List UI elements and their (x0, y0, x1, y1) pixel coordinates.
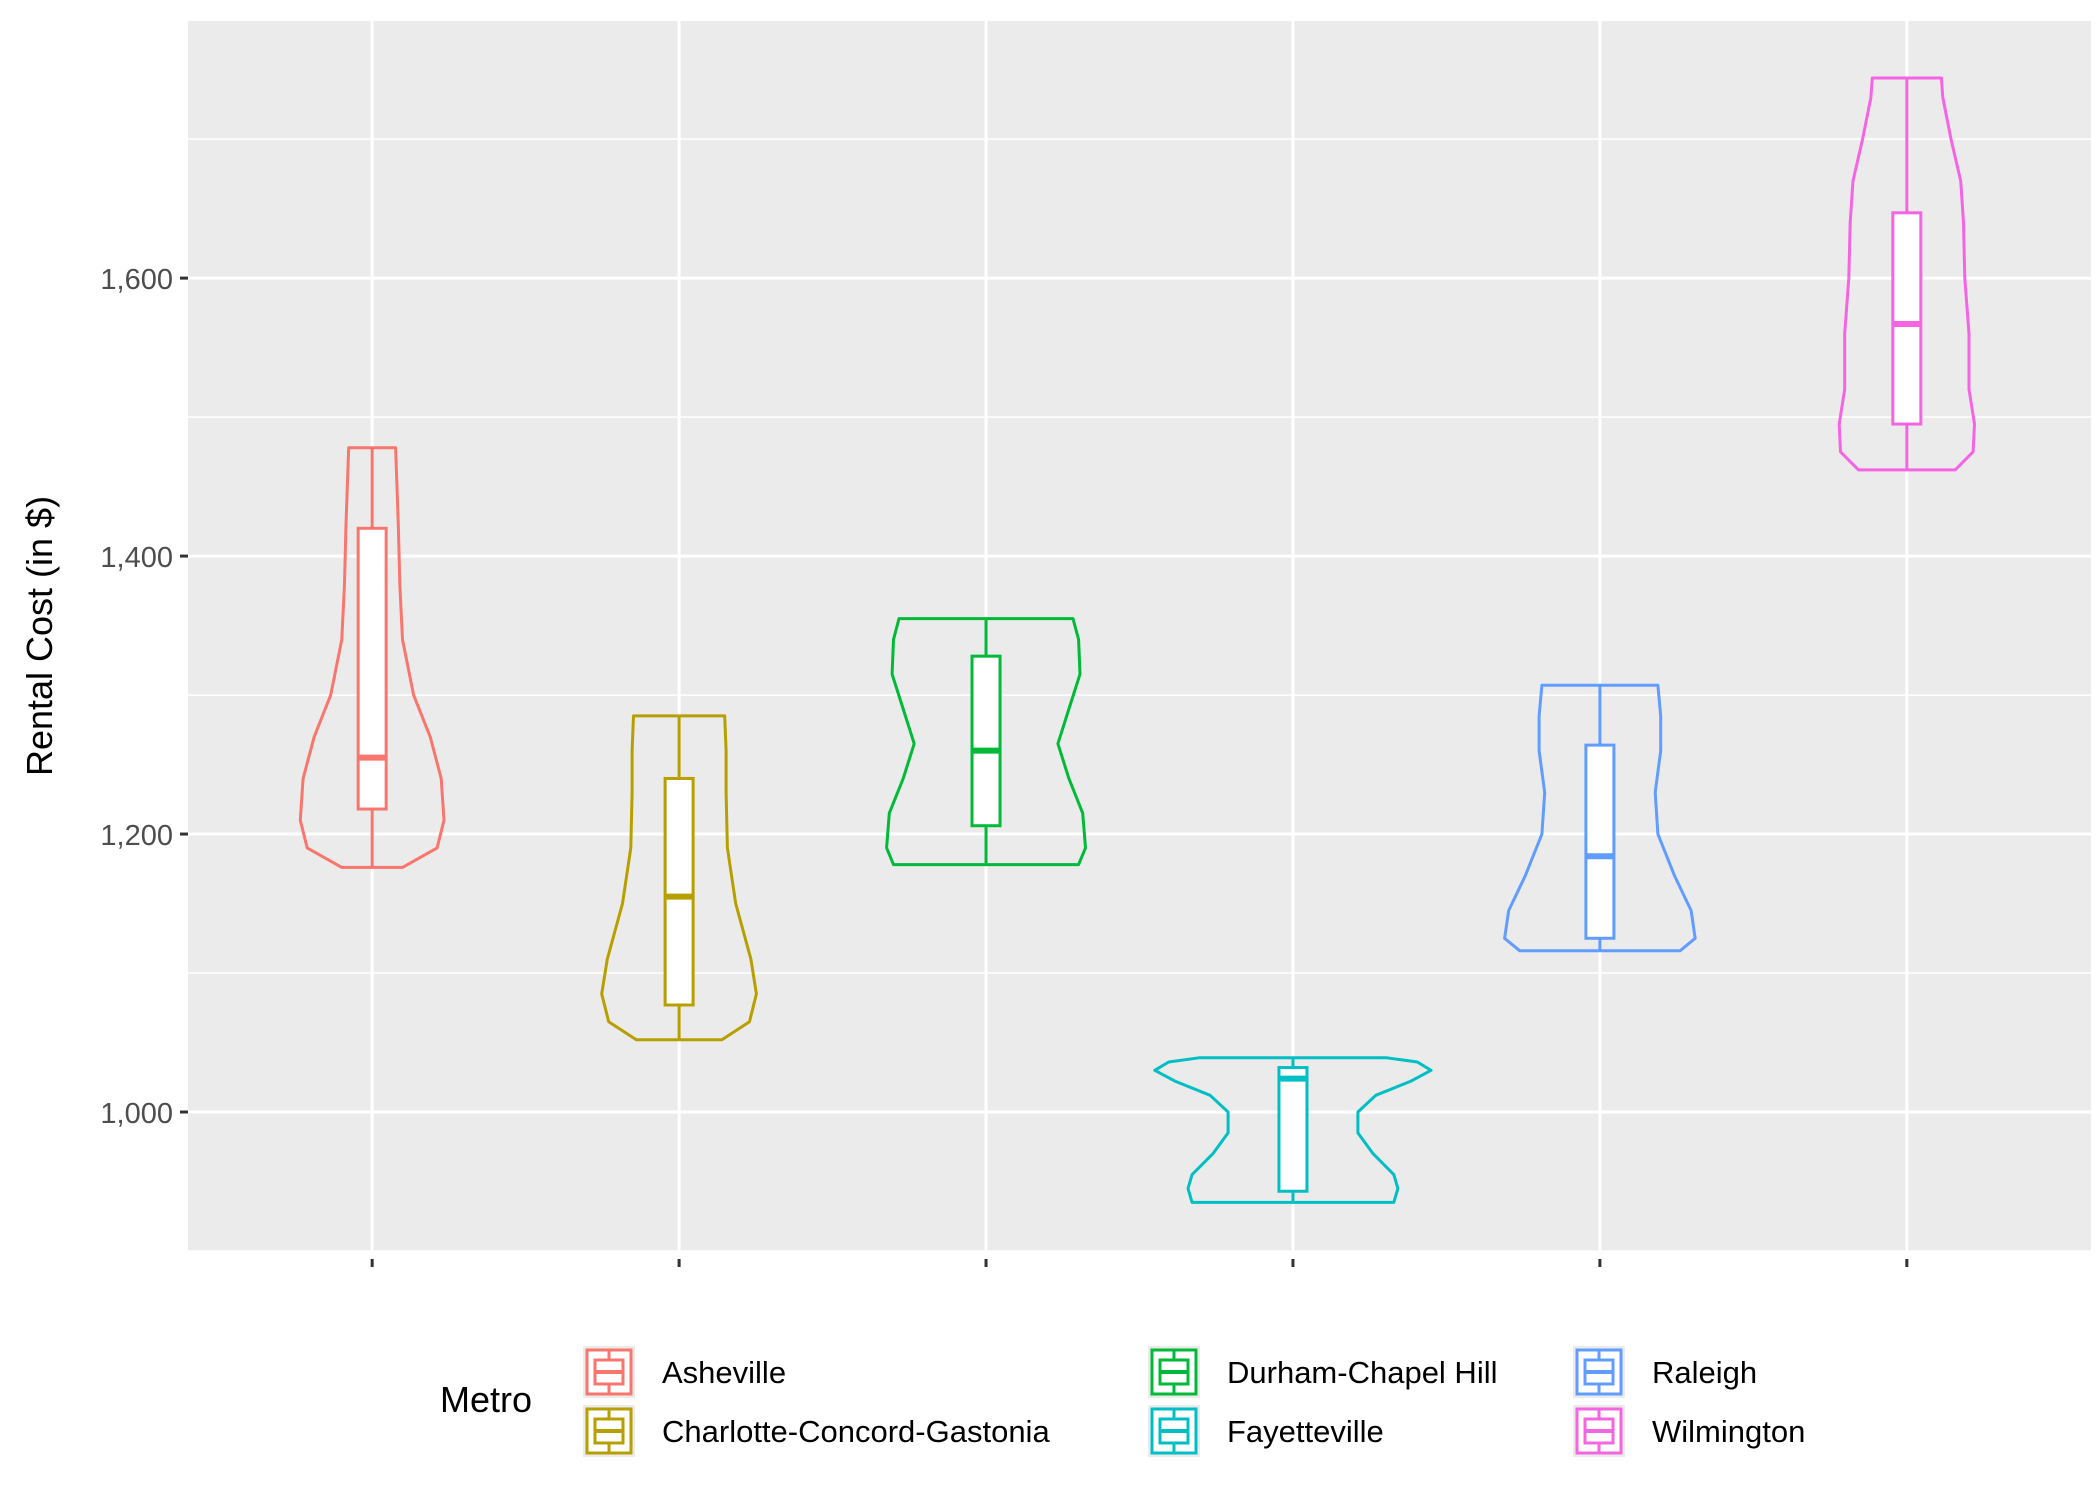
legend-title: Metro (440, 1379, 532, 1420)
legend-item: Wilmington (1573, 1405, 1805, 1457)
y-tick-label: 1,400 (100, 542, 173, 574)
box (1584, 743, 1616, 940)
legend-label: Durham-Chapel Hill (1227, 1355, 1497, 1390)
legend-item: Charlotte-Concord-Gastonia (583, 1405, 1050, 1457)
legend-label: Charlotte-Concord-Gastonia (662, 1414, 1050, 1449)
y-axis: 1,000 1,200 1,400 1,600 (100, 264, 188, 1130)
violin-outline (1503, 683, 1697, 953)
violin-group (600, 714, 758, 1042)
violin-outline (1153, 1056, 1433, 1204)
violin-group (1153, 1056, 1433, 1204)
violin-group (1503, 683, 1697, 953)
minor-gridlines (188, 138, 2091, 1252)
legend-item: Fayetteville (1148, 1405, 1384, 1457)
violin-outline (1837, 76, 1976, 472)
legend-item: Durham-Chapel Hill (1148, 1346, 1497, 1398)
box (663, 776, 695, 1007)
y-tick-label: 1,600 (100, 264, 173, 296)
legend-item: Raleigh (1573, 1346, 1757, 1398)
violin-outline (885, 617, 1087, 867)
violin-group (1837, 76, 1976, 472)
legend-label: Fayetteville (1227, 1414, 1384, 1449)
box (356, 526, 388, 811)
legend-label: Wilmington (1652, 1414, 1805, 1449)
box (1277, 1066, 1309, 1193)
legend-label: Raleigh (1652, 1355, 1757, 1390)
violin-group (298, 446, 446, 869)
violin-group (885, 617, 1087, 867)
legend-item: Asheville (583, 1346, 786, 1398)
violin-outline (298, 446, 446, 869)
plot-panel (188, 21, 2091, 1251)
y-tick-label: 1,200 (100, 820, 173, 852)
box (970, 654, 1002, 828)
legend-label: Asheville (662, 1355, 786, 1390)
violin-outline (600, 714, 758, 1042)
box (1891, 211, 1923, 426)
legend: Metro Asheville Charlotte-Concord-Gastoni… (440, 1346, 1805, 1457)
x-axis (370, 1259, 1909, 1267)
y-tick-label: 1,000 (100, 1098, 173, 1130)
y-axis-title: Rental Cost (in $) (19, 496, 60, 776)
violins (298, 76, 1976, 1204)
